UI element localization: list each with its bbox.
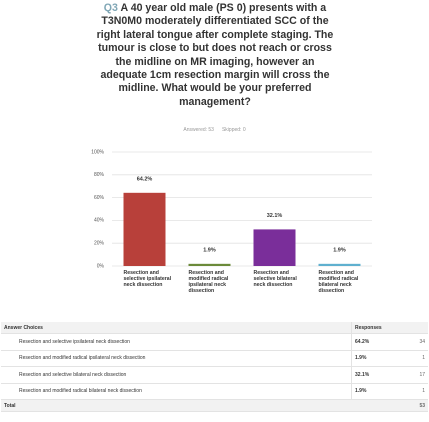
table-row: Resection and modified radical ipsilater… — [1, 350, 428, 367]
chart: 0% 20% 40% 60% 80% 100% 64.2% 1.9% 32.1% 1.9% — [91, 149, 372, 269]
bar — [123, 192, 166, 266]
table-row: Resection and selective ipsilateral neck… — [1, 333, 428, 351]
count-cell: 1 — [402, 350, 428, 367]
response-table: Answer Choices Responses Resection and sel… — [1, 322, 428, 412]
y-tick-label: 0% — [97, 263, 105, 269]
total-label: Total — [1, 399, 402, 412]
table-row: Resection and selective bilateral neck d… — [1, 366, 428, 384]
total-row: Total 53 — [1, 399, 428, 412]
total-count: 53 — [402, 399, 428, 412]
x-tick-label: Resection and selective ipsilateral neck… — [123, 270, 172, 288]
question-number: Q3 — [103, 2, 118, 14]
bar — [318, 263, 361, 266]
response-summary: Answered: 53 Skipped: 0 — [0, 127, 429, 133]
value-label: 64.2% — [137, 176, 153, 182]
x-tick-label: Resection and selective bilateral neck d… — [253, 270, 297, 288]
percent-cell: 32.1% — [351, 366, 402, 384]
y-tick-label: 60% — [94, 195, 105, 201]
y-tick-label: 20% — [94, 241, 105, 247]
choice-cell: Resection and selective bilateral neck d… — [1, 366, 352, 384]
x-tick-label: Resection and modified radical ipsilater… — [188, 270, 229, 294]
question-text: A 40 year old male (PS 0) presents with … — [96, 2, 334, 108]
question-title: Q3 A 40 year old male (PS 0) presents wi… — [92, 2, 338, 109]
y-tick-label: 40% — [94, 218, 105, 224]
header-cell: Responses — [351, 322, 428, 334]
value-label: 32.1% — [267, 213, 283, 219]
bar — [253, 229, 296, 266]
skipped-count: Skipped: 0 — [221, 127, 246, 133]
choice-cell: Resection and selective ipsilateral neck… — [1, 333, 352, 351]
percent-cell: 1.9% — [351, 383, 402, 400]
answered-count: Answered: 53 — [183, 127, 214, 133]
y-tick-label: 80% — [94, 172, 105, 178]
count-cell: 17 — [402, 366, 428, 384]
bar — [188, 263, 231, 266]
choice-cell: Resection and modified radical bilateral… — [1, 383, 352, 400]
percent-cell: 64.2% — [351, 333, 402, 351]
table-row: Resection and modified radical bilateral… — [1, 383, 428, 400]
choice-cell: Resection and modified radical ipsilater… — [1, 350, 352, 367]
count-cell: 34 — [402, 333, 428, 351]
value-label: 1.9% — [333, 247, 346, 253]
percent-cell: 1.9% — [351, 350, 402, 367]
table-header: Answer Choices Responses — [1, 322, 428, 334]
value-label: 1.9% — [203, 247, 216, 253]
y-tick-label: 100% — [91, 149, 104, 155]
count-cell: 1 — [402, 383, 428, 400]
x-tick-label: Resection and modified radical bilateral… — [318, 270, 359, 294]
header-cell: Answer Choices — [1, 322, 352, 334]
